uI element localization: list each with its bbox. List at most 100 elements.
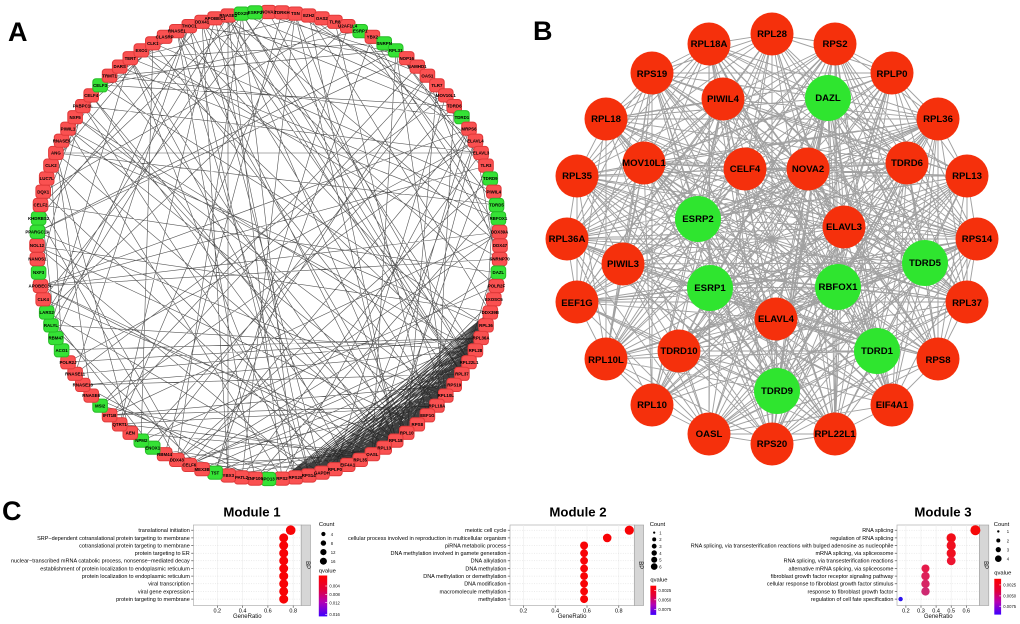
svg-text:0.4: 0.4 <box>551 609 559 615</box>
svg-text:RPL10: RPL10 <box>400 430 414 435</box>
svg-text:ESRP1: ESRP1 <box>694 283 726 294</box>
svg-text:RPS8: RPS8 <box>412 422 424 427</box>
svg-text:4: 4 <box>1007 557 1010 562</box>
svg-text:5: 5 <box>659 558 662 563</box>
svg-text:PIWIL1: PIWIL1 <box>61 126 76 131</box>
svg-text:NOVA2: NOVA2 <box>792 164 824 175</box>
svg-text:RPL28: RPL28 <box>469 348 483 353</box>
svg-text:RBM44: RBM44 <box>157 452 172 457</box>
svg-text:response to fibroblast growth: response to fibroblast growth factor <box>807 589 893 595</box>
svg-text:RPL18: RPL18 <box>591 114 622 125</box>
svg-text:RNA splicing, via transesterif: RNA splicing, via transesterification re… <box>691 543 894 549</box>
svg-text:RBFOX1: RBFOX1 <box>819 282 859 293</box>
svg-text:ENOX1: ENOX1 <box>145 445 160 450</box>
svg-text:BP: BP <box>304 561 310 569</box>
svg-text:GAPDH: GAPDH <box>314 470 330 475</box>
svg-text:macromolecule methylation: macromolecule methylation <box>439 589 506 595</box>
svg-text:RPL35: RPL35 <box>353 458 367 463</box>
svg-text:NXF5: NXF5 <box>69 115 81 120</box>
svg-text:TLR7: TLR7 <box>431 83 443 88</box>
svg-text:0.2: 0.2 <box>520 609 528 615</box>
svg-text:EEF1G: EEF1G <box>420 413 435 418</box>
svg-text:SAMHD1: SAMHD1 <box>408 64 427 69</box>
svg-text:NANOS1: NANOS1 <box>28 257 47 262</box>
svg-text:RPL10L: RPL10L <box>588 355 624 366</box>
svg-text:RPL10L: RPL10L <box>438 393 455 398</box>
svg-text:RPS2: RPS2 <box>276 476 288 481</box>
svg-text:RPL35: RPL35 <box>562 171 593 182</box>
svg-text:RPS20: RPS20 <box>757 439 787 450</box>
svg-text:QTRT1: QTRT1 <box>112 422 127 427</box>
svg-text:AEN: AEN <box>126 430 135 435</box>
svg-text:RNASE6: RNASE6 <box>82 393 100 398</box>
svg-text:Count: Count <box>650 522 666 528</box>
svg-text:TDRKH: TDRKH <box>274 10 289 15</box>
svg-text:RNA splicing, via transesterif: RNA splicing, via transesterification re… <box>784 559 894 565</box>
svg-text:POLR2J: POLR2J <box>59 360 77 365</box>
svg-text:RPL36A: RPL36A <box>549 234 586 245</box>
svg-text:ESRP1: ESRP1 <box>353 29 368 34</box>
svg-text:0.004: 0.004 <box>329 584 340 589</box>
svg-text:RPL36: RPL36 <box>923 114 953 125</box>
svg-text:KHDRBS2: KHDRBS2 <box>28 216 50 221</box>
svg-text:YBX2: YBX2 <box>367 34 379 39</box>
svg-text:RALYL: RALYL <box>44 323 59 328</box>
svg-text:TDRD9: TDRD9 <box>483 176 498 181</box>
svg-text:EIF4A1: EIF4A1 <box>876 400 909 411</box>
svg-text:TDRD1: TDRD1 <box>861 346 894 357</box>
svg-text:RPLP0: RPLP0 <box>328 467 343 472</box>
svg-text:translational initiation: translational initiation <box>138 528 189 534</box>
svg-text:RPL18A: RPL18A <box>428 403 446 408</box>
svg-text:TDRD5: TDRD5 <box>489 203 504 208</box>
svg-text:0.008: 0.008 <box>329 592 340 597</box>
svg-text:RPS19: RPS19 <box>637 69 667 80</box>
svg-text:EIF4A1: EIF4A1 <box>340 463 355 468</box>
svg-text:RBM47: RBM47 <box>48 336 63 341</box>
svg-text:GeneRatio: GeneRatio <box>924 614 953 620</box>
svg-text:qvalue: qvalue <box>650 578 667 584</box>
svg-text:DNA methylation involved in ga: DNA methylation involved in gamete gener… <box>391 551 507 557</box>
svg-text:cellular response to fibroblas: cellular response to fibroblast growth f… <box>767 582 894 588</box>
svg-text:RBFOX1: RBFOX1 <box>489 216 507 221</box>
svg-text:viral transcription: viral transcription <box>148 582 190 588</box>
svg-text:ESRP2: ESRP2 <box>248 10 263 15</box>
svg-text:RPL36A: RPL36A <box>473 336 491 341</box>
svg-text:GeneRatio: GeneRatio <box>558 614 587 620</box>
svg-text:BP: BP <box>637 561 643 569</box>
svg-text:alternative mRNA splicing, via: alternative mRNA splicing, via spliceoso… <box>789 566 894 572</box>
svg-text:MOV10L1: MOV10L1 <box>436 93 457 98</box>
svg-text:0.0025: 0.0025 <box>1003 583 1016 588</box>
svg-text:EXO1: EXO1 <box>135 48 147 53</box>
svg-text:0.6: 0.6 <box>264 609 272 615</box>
svg-text:RNASE9: RNASE9 <box>53 138 71 143</box>
svg-text:CLK4: CLK4 <box>37 297 49 302</box>
svg-text:Module 1: Module 1 <box>223 504 280 519</box>
svg-text:0.2: 0.2 <box>213 609 221 615</box>
svg-text:ELAVL3: ELAVL3 <box>473 151 490 156</box>
svg-text:1: 1 <box>1007 529 1010 534</box>
svg-text:RPL37: RPL37 <box>455 371 469 376</box>
svg-text:DDX25: DDX25 <box>235 11 250 16</box>
svg-text:DQX1: DQX1 <box>37 189 50 194</box>
svg-text:piRNA metabolic process: piRNA metabolic process <box>445 543 507 549</box>
svg-text:TERT: TERT <box>125 56 137 61</box>
svg-text:0.8: 0.8 <box>615 609 623 615</box>
svg-text:B: B <box>533 16 553 46</box>
svg-text:CELF3: CELF3 <box>93 83 107 88</box>
svg-text:regulation of cell fate specif: regulation of cell fate specification <box>811 597 894 603</box>
svg-text:RPL28: RPL28 <box>757 29 788 40</box>
svg-text:2: 2 <box>1007 538 1010 543</box>
svg-text:NOL12: NOL12 <box>30 243 45 248</box>
svg-text:0.012: 0.012 <box>329 600 340 605</box>
svg-text:Count: Count <box>319 522 335 528</box>
svg-text:SNRNP70: SNRNP70 <box>489 257 510 262</box>
svg-text:RNASE1: RNASE1 <box>168 29 186 34</box>
svg-text:4: 4 <box>331 532 334 537</box>
svg-text:0.6: 0.6 <box>583 609 591 615</box>
svg-text:RNASE10: RNASE10 <box>73 383 94 388</box>
svg-text:0.6: 0.6 <box>962 609 970 615</box>
svg-text:Module 3: Module 3 <box>914 504 971 519</box>
svg-text:RPL22L1: RPL22L1 <box>460 360 479 365</box>
svg-text:GeneRatio: GeneRatio <box>233 614 262 620</box>
svg-text:DNA methylation or demethylati: DNA methylation or demethylation <box>423 574 506 580</box>
